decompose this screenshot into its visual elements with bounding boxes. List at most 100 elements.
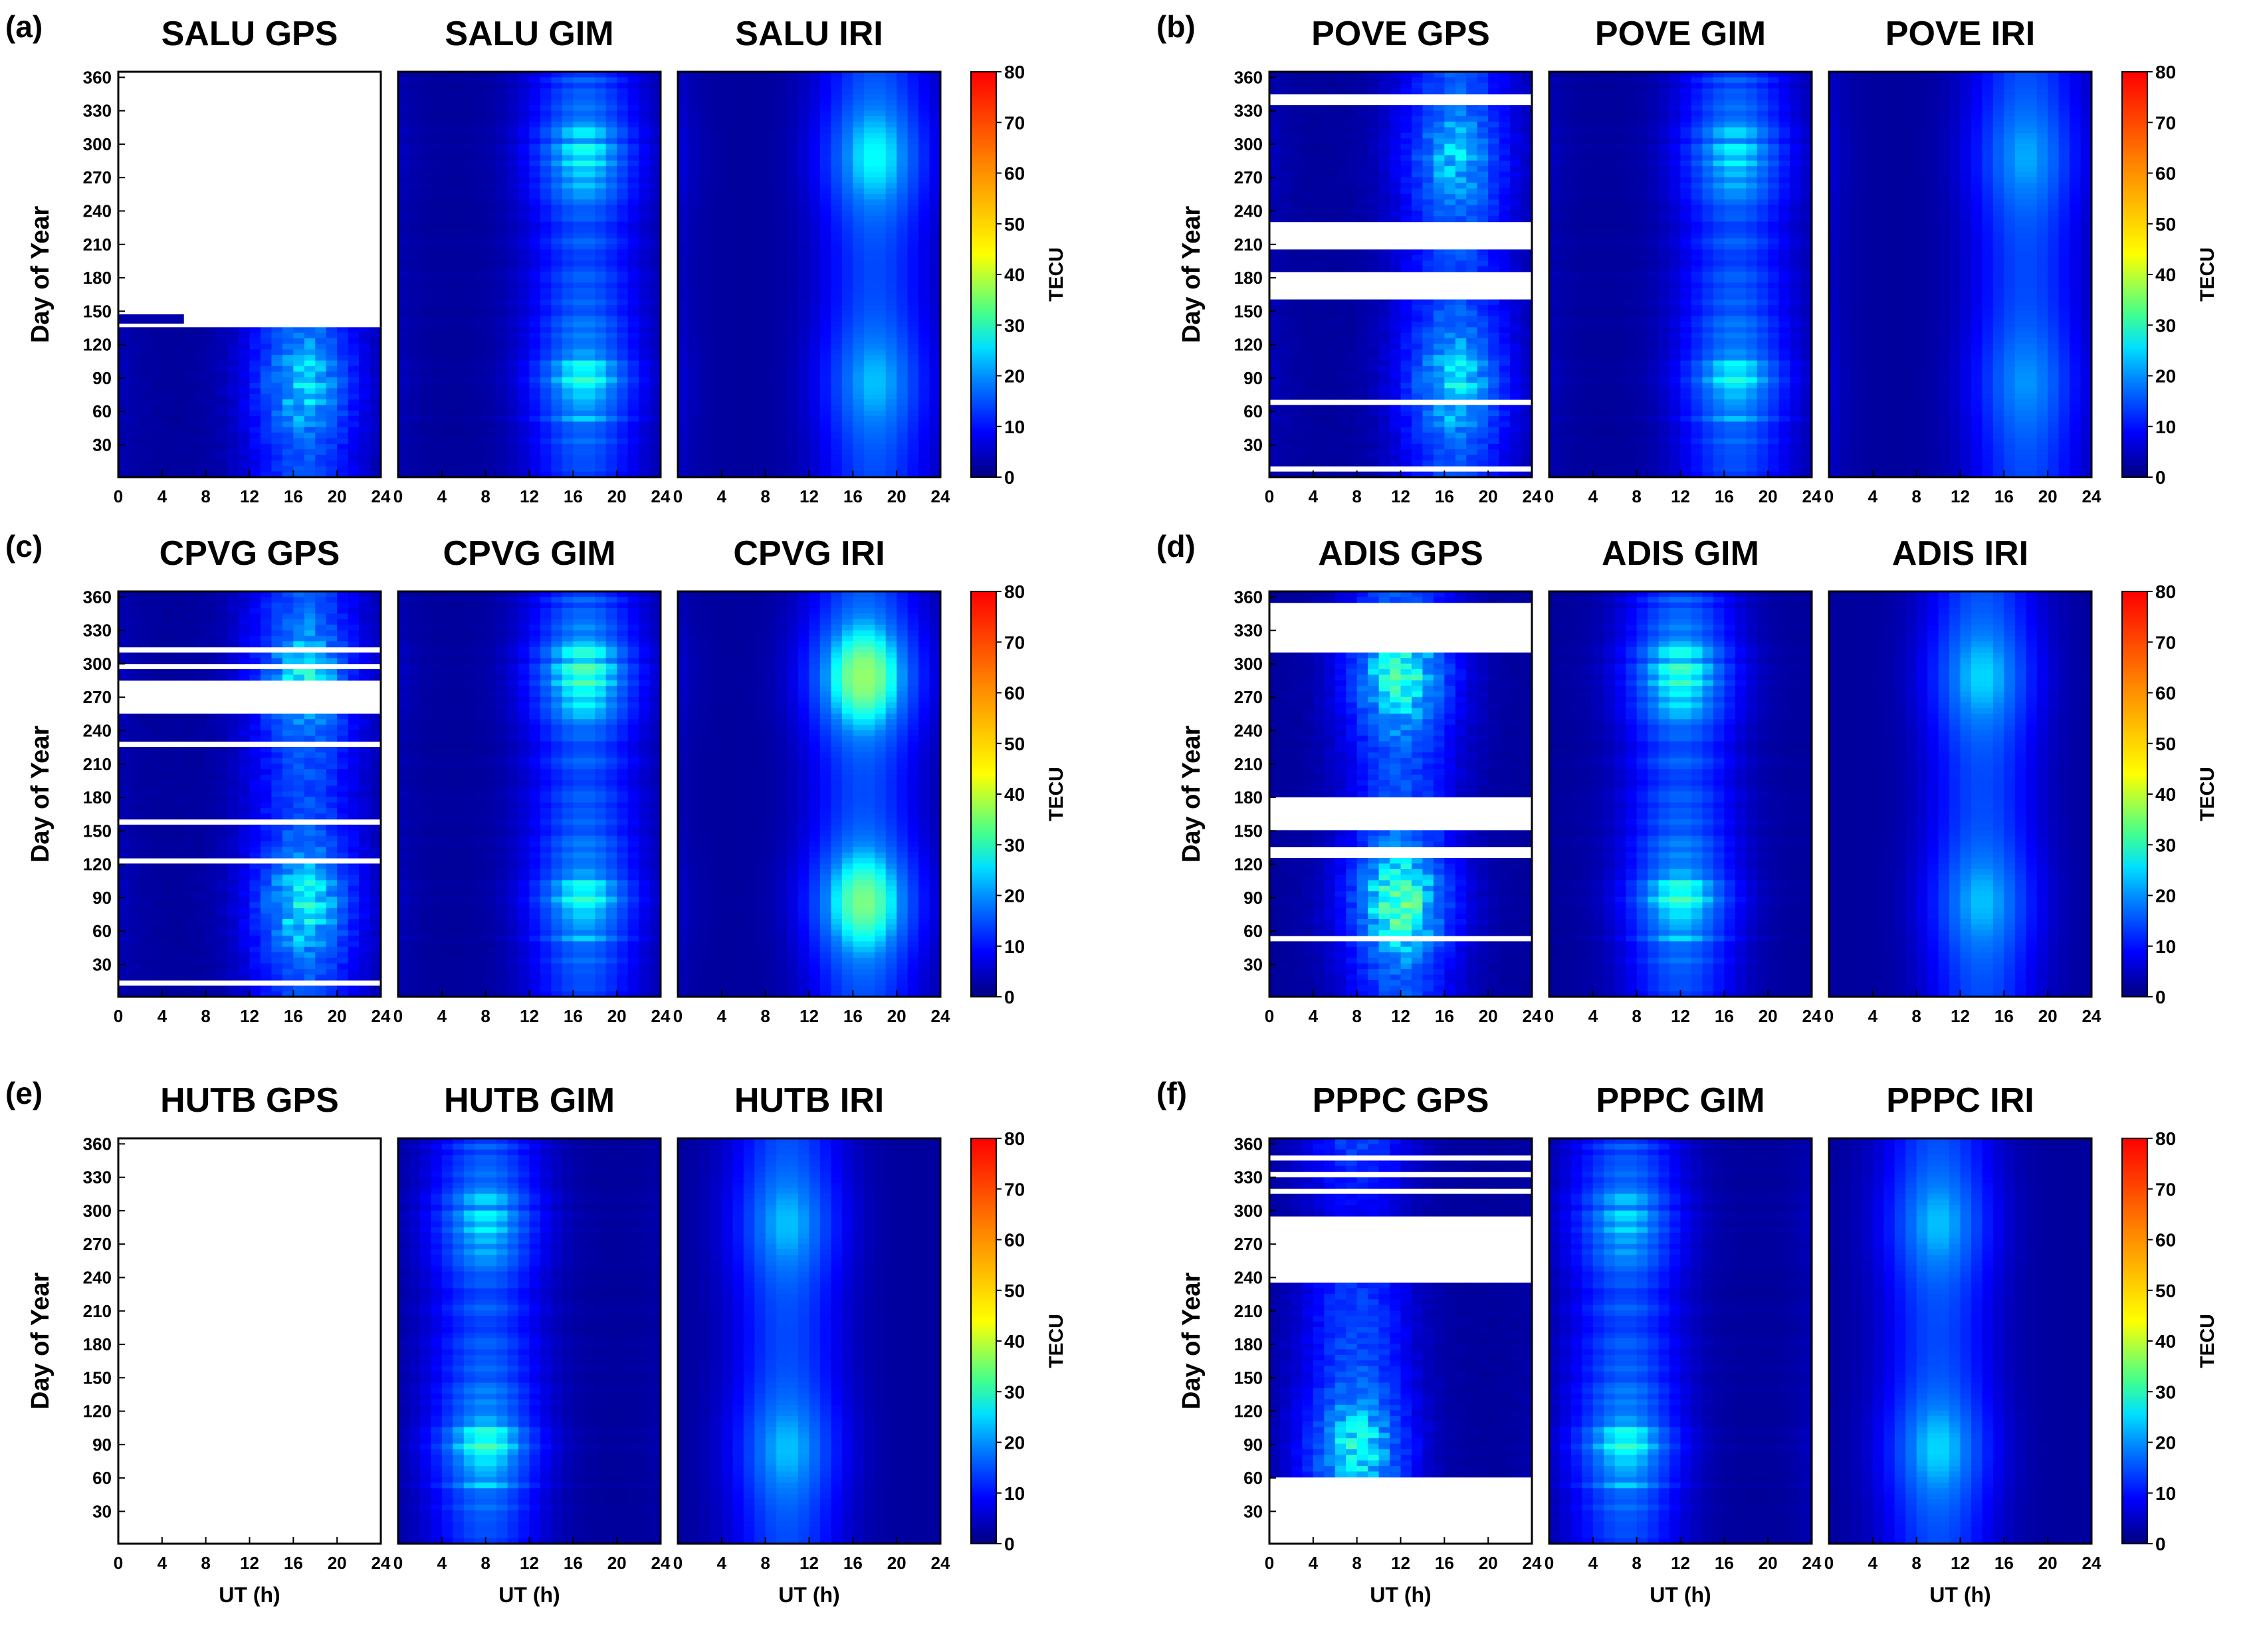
heatmap-cell xyxy=(518,300,530,306)
heatmap-cell xyxy=(842,371,853,377)
heatmap-cell xyxy=(595,427,606,433)
heatmap-cell xyxy=(1499,88,1511,94)
heatmap-cell xyxy=(1280,144,1291,150)
heatmap-cell xyxy=(573,277,584,283)
heatmap-cell xyxy=(853,421,864,427)
heatmap-cell xyxy=(650,244,661,250)
heatmap-cell xyxy=(464,94,475,100)
heatmap-cell xyxy=(398,394,409,400)
heatmap-cell xyxy=(628,288,639,294)
heatmap-cell xyxy=(1390,128,1401,134)
heatmap-cell xyxy=(1455,88,1467,94)
heatmap-cell xyxy=(732,105,744,111)
heatmap-cell xyxy=(700,222,711,228)
heatmap-cell xyxy=(886,449,897,455)
heatmap-cell xyxy=(744,371,755,377)
heatmap-cell xyxy=(886,122,897,128)
heatmap-cell xyxy=(700,371,711,377)
heatmap-cell xyxy=(530,399,541,405)
heatmap-cell xyxy=(710,194,722,200)
heatmap-cell xyxy=(129,371,140,377)
heatmap-cell xyxy=(442,249,453,255)
heatmap-cell xyxy=(744,88,755,94)
heatmap-cell xyxy=(508,421,519,427)
heatmap-cell xyxy=(754,272,766,278)
heatmap-cell xyxy=(551,338,562,344)
heatmap-cell xyxy=(442,122,453,128)
heatmap-cell xyxy=(562,272,574,278)
heatmap-cell xyxy=(886,266,897,272)
heatmap-cell xyxy=(930,277,941,283)
heatmap-cell xyxy=(754,100,766,106)
heatmap-cell xyxy=(195,439,206,445)
heatmap-cell xyxy=(551,344,562,350)
heatmap-cell xyxy=(261,439,272,445)
heatmap-cell xyxy=(700,388,711,394)
heatmap-cell xyxy=(551,327,562,333)
heatmap-cell xyxy=(442,377,453,383)
heatmap-cell xyxy=(595,183,606,189)
heatmap-cell xyxy=(1477,183,1489,189)
heatmap-cell xyxy=(1510,266,1521,272)
heatmap-cell xyxy=(1401,105,1412,111)
heatmap-cell xyxy=(842,110,853,116)
heatmap-cell xyxy=(744,138,755,144)
heatmap-cell xyxy=(788,244,799,250)
heatmap-cell xyxy=(1346,150,1357,155)
heatmap-cell xyxy=(518,277,530,283)
heatmap-cell xyxy=(875,399,886,405)
heatmap-cell xyxy=(508,88,519,94)
heatmap-cell xyxy=(140,461,152,466)
heatmap-cell xyxy=(486,283,497,289)
heatmap-cell xyxy=(431,222,442,228)
heatmap-cell xyxy=(820,177,831,183)
heatmap-cell xyxy=(930,249,941,255)
heatmap-cell xyxy=(754,439,766,445)
heatmap-cell xyxy=(1488,105,1499,111)
heatmap-cell xyxy=(140,444,152,450)
heatmap-cell xyxy=(348,361,360,367)
heatmap-cell xyxy=(420,133,431,139)
heatmap-cell xyxy=(530,216,541,222)
heatmap-cell xyxy=(453,355,464,361)
heatmap-cell xyxy=(420,322,431,328)
heatmap-cell xyxy=(304,366,316,372)
heatmap-cell xyxy=(639,466,650,472)
heatmap-cell xyxy=(788,366,799,372)
heatmap-cell xyxy=(842,116,853,122)
heatmap-cell xyxy=(864,411,875,417)
heatmap-cell xyxy=(798,177,809,183)
heatmap-cell xyxy=(1499,166,1511,172)
heatmap-cell xyxy=(359,344,370,350)
heatmap-cell xyxy=(689,122,700,128)
heatmap-cell xyxy=(359,416,370,422)
heatmap-cell xyxy=(573,199,584,205)
heatmap-cell xyxy=(337,411,348,417)
heatmap-cell xyxy=(639,150,650,155)
heatmap-cell xyxy=(464,244,475,250)
heatmap-cell xyxy=(617,272,628,278)
heatmap-cell xyxy=(875,277,886,283)
heatmap-cell xyxy=(788,266,799,272)
heatmap-cell xyxy=(118,433,130,439)
heatmap-cell xyxy=(595,144,606,150)
heatmap-cell xyxy=(617,266,628,272)
heatmap-cell xyxy=(453,100,464,106)
heatmap-cell xyxy=(853,388,864,394)
heatmap-cell xyxy=(766,83,777,89)
heatmap-cell xyxy=(518,138,530,144)
heatmap-cell xyxy=(1444,216,1455,222)
heatmap-cell xyxy=(722,449,733,455)
heatmap-cell xyxy=(831,366,842,372)
heatmap-cell xyxy=(453,216,464,222)
heatmap-cell xyxy=(864,94,875,100)
heatmap-cell xyxy=(228,327,239,333)
heatmap-cell xyxy=(431,116,442,122)
heatmap-cell xyxy=(776,244,788,250)
heatmap-cell xyxy=(530,94,541,100)
heatmap-cell xyxy=(842,255,853,261)
heatmap-cell xyxy=(573,288,584,294)
heatmap-cell xyxy=(1434,249,1445,255)
heatmap-cell xyxy=(689,205,700,211)
heatmap-cell xyxy=(1269,133,1281,139)
